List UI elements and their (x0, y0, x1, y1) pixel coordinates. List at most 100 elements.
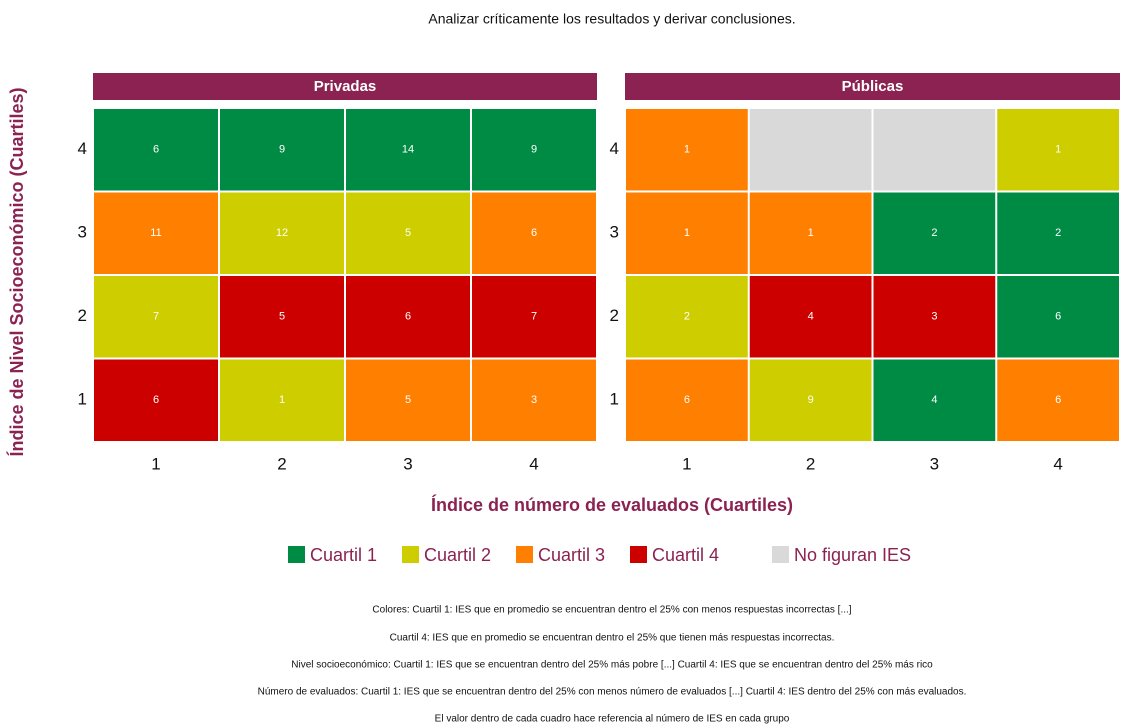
facet-strip (93, 73, 597, 100)
heat-cell (346, 276, 470, 358)
y-tick-label: 3 (78, 223, 87, 242)
heat-cell (873, 109, 996, 191)
facet-title: Públicas (842, 78, 904, 95)
cell-label: 9 (531, 144, 537, 156)
cell-label: 4 (931, 394, 937, 406)
heat-cell (997, 109, 1119, 191)
cell-label: 1 (684, 227, 690, 239)
cell-label: 2 (931, 227, 937, 239)
legend-swatch (772, 546, 789, 563)
note: Cuartil 4: IES que en promedio se encuen… (390, 633, 835, 644)
cell-label: 6 (1055, 311, 1061, 323)
legend-swatch (288, 546, 305, 563)
heat-cell (220, 359, 344, 441)
y-tick-label: 1 (78, 390, 87, 409)
x-tick-label: 4 (529, 454, 538, 473)
heat-cell (749, 109, 872, 191)
x-tick-label: 4 (1053, 454, 1062, 473)
cell-label: 2 (684, 311, 690, 323)
heat-cell (94, 276, 218, 358)
heat-cell (472, 276, 596, 358)
heat-cell (626, 359, 748, 441)
heat-cell (626, 109, 748, 191)
note: Colores: Cuartil 1: IES que en promedio … (372, 605, 851, 616)
heat-cell (749, 276, 872, 358)
heat-cell (472, 359, 596, 441)
heat-cell (997, 276, 1119, 358)
heat-cell (94, 359, 218, 441)
cell-label: 6 (1055, 394, 1061, 406)
cell-label: 1 (279, 394, 285, 406)
heat-cell (220, 276, 344, 358)
cell-label: 1 (1055, 144, 1061, 156)
heat-cell (997, 192, 1119, 274)
cell-label: 11 (150, 227, 161, 239)
heat-cell (626, 276, 748, 358)
legend-label: Cuartil 2 (424, 545, 491, 565)
cell-label: 6 (153, 394, 159, 406)
x-tick-label: 3 (403, 454, 412, 473)
legend-label: Cuartil 3 (538, 545, 605, 565)
heat-cell (346, 192, 470, 274)
heat-cell (94, 192, 218, 274)
cell-label: 2 (1055, 227, 1061, 239)
cell-label: 6 (153, 144, 159, 156)
heat-cell (94, 109, 218, 191)
heat-cell (749, 359, 872, 441)
heat-cell (873, 192, 996, 274)
cell-label: 5 (405, 227, 411, 239)
y-axis-title: Índice de Nivel Socioeconómico (Cuartile… (6, 87, 27, 456)
heat-cell (873, 276, 996, 358)
note: Nivel socioeconómico: Cuartil 1: IES que… (291, 660, 933, 671)
cell-label: 4 (808, 311, 814, 323)
x-tick-label: 1 (151, 454, 160, 473)
heat-cell (749, 192, 872, 274)
note: El valor dentro de cada cuadro hace refe… (435, 714, 790, 725)
cell-label: 1 (684, 144, 690, 156)
cell-label: 5 (279, 311, 285, 323)
cell-label: 9 (808, 394, 814, 406)
note: Número de evaluados: Cuartil 1: IES que … (258, 687, 967, 698)
legend-label: Cuartil 1 (310, 545, 377, 565)
x-axis-title: Índice de número de evaluados (Cuartiles… (431, 494, 793, 515)
cell-label: 7 (531, 311, 537, 323)
heat-cell (997, 359, 1119, 441)
cell-label: 9 (279, 144, 285, 156)
heat-cell (220, 109, 344, 191)
legend-swatch (516, 546, 533, 563)
legend-label: Cuartil 4 (652, 545, 719, 565)
cell-label: 6 (531, 227, 537, 239)
cell-label: 3 (931, 311, 937, 323)
cell-label: 14 (402, 144, 414, 156)
facet-title: Privadas (314, 78, 377, 95)
cell-label: 12 (276, 227, 288, 239)
legend-swatch (402, 546, 419, 563)
y-tick-label: 2 (610, 306, 619, 325)
chart-title: Analizar críticamente los resultados y d… (428, 11, 795, 27)
cell-label: 1 (808, 227, 814, 239)
heat-cell (346, 359, 470, 441)
heat-cell (472, 109, 596, 191)
facet-strip (625, 73, 1120, 100)
cell-label: 5 (405, 394, 411, 406)
heat-cell (220, 192, 344, 274)
cell-label: 3 (531, 394, 537, 406)
y-tick-label: 4 (78, 139, 87, 158)
heat-cell (873, 359, 996, 441)
cell-label: 6 (684, 394, 690, 406)
heat-cell (626, 192, 748, 274)
y-tick-label: 4 (610, 139, 619, 158)
x-tick-label: 3 (930, 454, 939, 473)
heat-cell (346, 109, 470, 191)
x-tick-label: 2 (277, 454, 286, 473)
y-tick-label: 2 (78, 306, 87, 325)
y-tick-label: 1 (610, 390, 619, 409)
heat-cell (472, 192, 596, 274)
x-tick-label: 1 (682, 454, 691, 473)
legend-swatch (630, 546, 647, 563)
legend-label: No figuran IES (794, 545, 911, 565)
cell-label: 6 (405, 311, 411, 323)
x-tick-label: 2 (806, 454, 815, 473)
y-tick-label: 3 (610, 223, 619, 242)
